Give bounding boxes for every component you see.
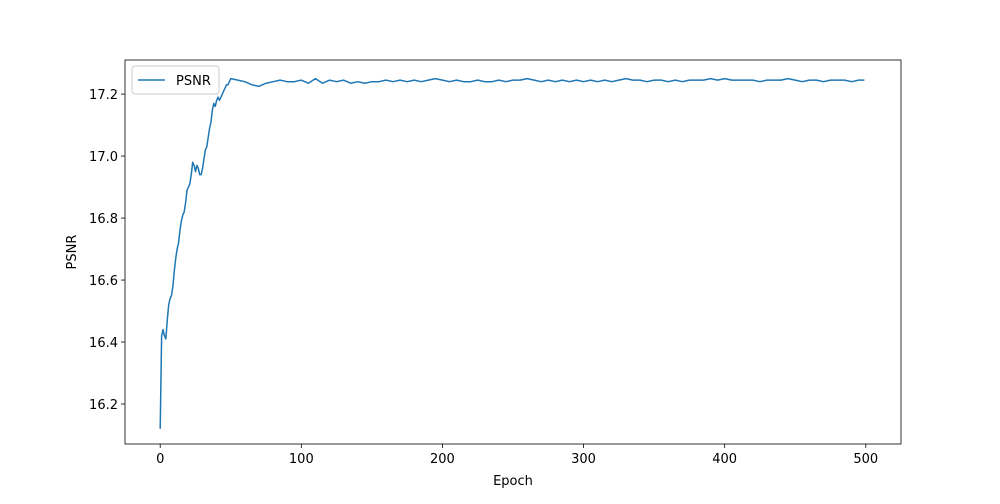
x-tick-label: 200 (430, 452, 455, 467)
data-line (159, 77, 865, 429)
x-tick-label: 100 (289, 452, 314, 467)
x-tick-label: 500 (853, 452, 878, 467)
x-tick-label: 400 (712, 452, 737, 467)
legend-label: PSNR (176, 74, 211, 89)
y-axis-label: PSNR (65, 235, 80, 270)
y-tick-label: 17.2 (89, 88, 118, 103)
x-tick-label: 0 (156, 452, 164, 467)
y-tick-label: 16.6 (89, 274, 118, 289)
x-tick-label: 300 (571, 452, 596, 467)
y-tick-label: 16.2 (89, 398, 118, 413)
axes-frame (124, 59, 902, 445)
y-tick-label: 17.0 (89, 150, 118, 165)
y-tick-label: 16.8 (89, 212, 118, 227)
legend-box (131, 65, 220, 95)
y-tick-label: 16.4 (89, 336, 118, 351)
x-axis-label: Epoch (493, 474, 533, 489)
